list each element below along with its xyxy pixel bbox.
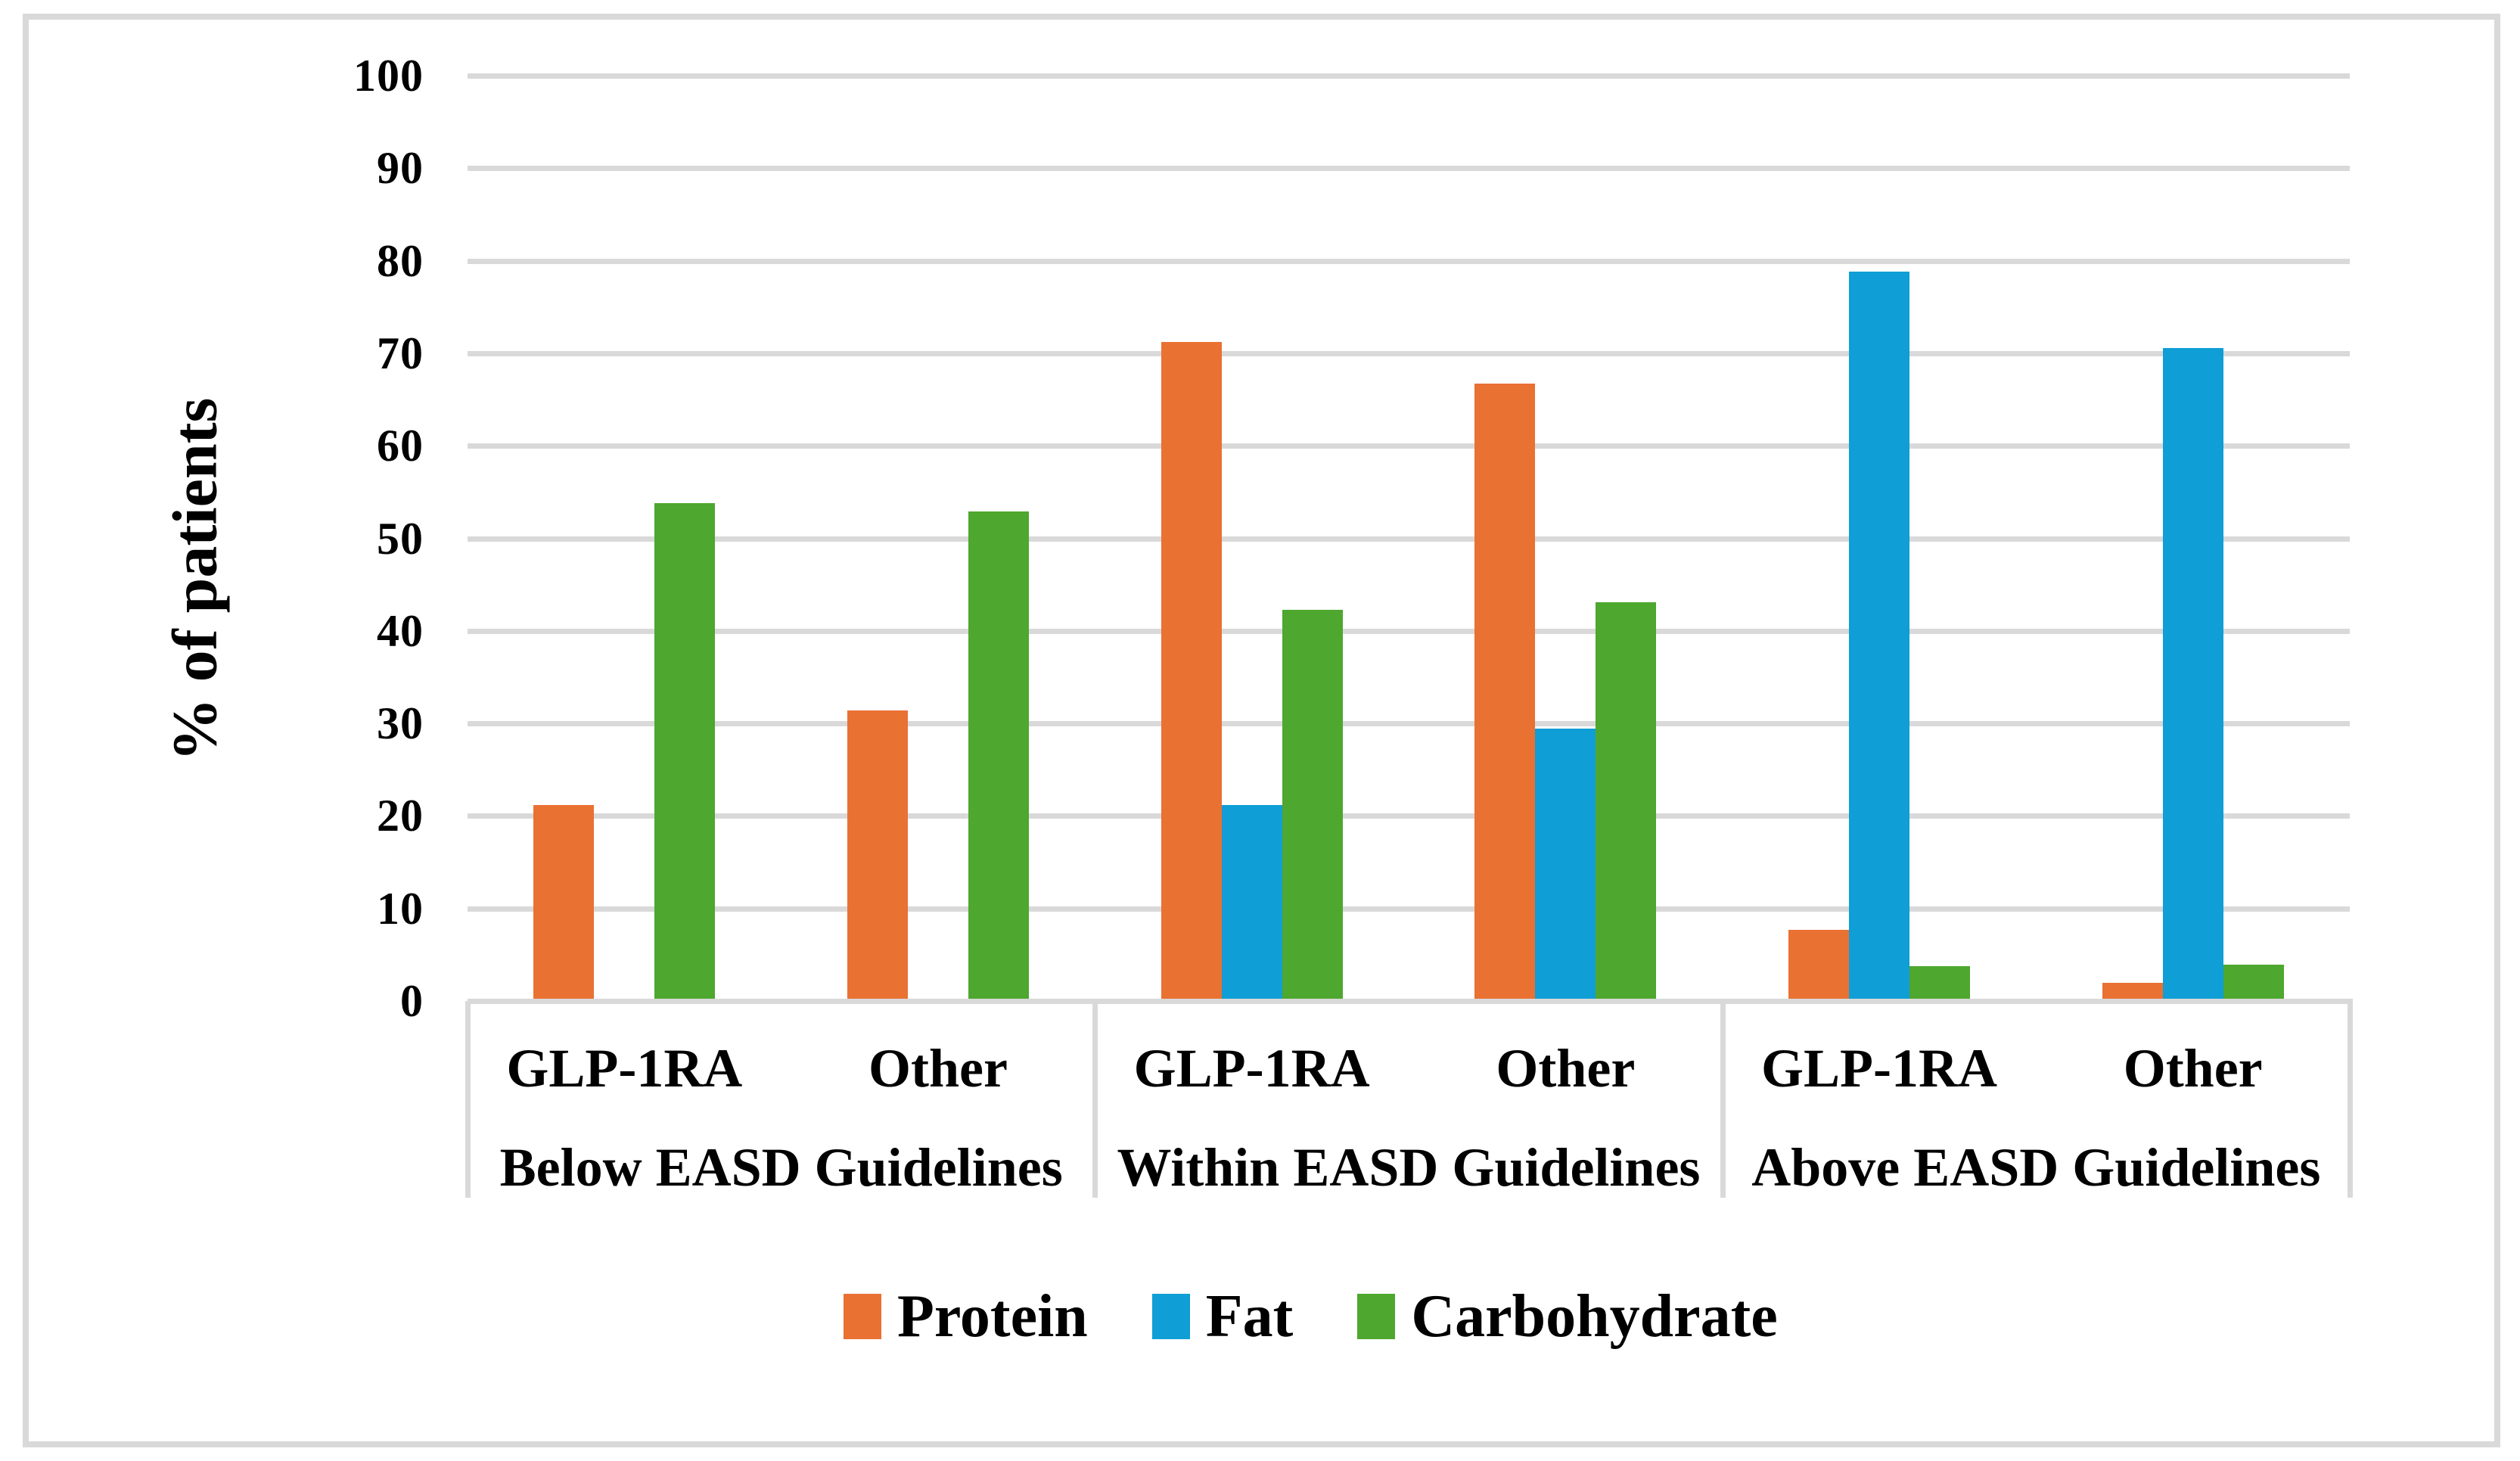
group-label-2: Within EASD Guidelines (1117, 1137, 1701, 1198)
gridline-40 (468, 628, 2350, 634)
legend-label-fat: Fat (1205, 1283, 1294, 1350)
bar-carbohydrate-6-other (2223, 965, 2284, 1001)
legend-swatch-carbohydrate (1357, 1294, 1396, 1339)
bar-carbohydrate-4-other (1596, 601, 1657, 1001)
bar-fat-6-other (2162, 347, 2223, 1001)
y-tick-label-10: 10 (377, 883, 424, 934)
y-tick-label-30: 30 (377, 698, 424, 749)
gridline-90 (468, 166, 2350, 172)
bar-fat-5-glp1ra (1849, 272, 1909, 1001)
gridline-50 (468, 536, 2350, 542)
legend-item-fat: Fat (1151, 1283, 1294, 1350)
y-tick-label-70: 70 (377, 328, 424, 378)
category-label-1: GLP-1RA (506, 1038, 743, 1099)
bar-carbohydrate-2-other (968, 511, 1029, 1001)
legend-label-protein: Protein (897, 1283, 1088, 1350)
legend-item-protein: Protein (844, 1286, 1088, 1347)
x-axis-line (468, 999, 2353, 1004)
category-separator-0 (465, 1001, 471, 1198)
bar-carbohydrate-1-glp1ra (654, 503, 716, 1001)
gridline-70 (468, 350, 2350, 356)
category-label-3: GLP-1RA (1133, 1038, 1370, 1099)
category-label-4: Other (1496, 1038, 1636, 1099)
bar-fat-4-other (1535, 729, 1596, 1001)
category-label-2: Other (868, 1038, 1008, 1099)
bar-protein-3-glp1ra (1161, 342, 1222, 1001)
y-tick-label-80: 80 (377, 235, 424, 286)
group-label-3: Above EASD Guidelines (1751, 1137, 2321, 1198)
bar-protein-4-other (1474, 384, 1536, 1001)
y-tick-label-40: 40 (377, 605, 424, 656)
category-separator-2 (1720, 1001, 1726, 1198)
y-tick-label-50: 50 (377, 513, 424, 564)
category-separator-1 (1092, 1001, 1098, 1198)
bar-carbohydrate-5-glp1ra (1909, 965, 1970, 1001)
bar-protein-6-other (2102, 982, 2163, 1001)
gridline-80 (468, 258, 2350, 264)
legend-swatch-fat (1151, 1294, 1190, 1339)
bar-fat-3-glp1ra (1221, 804, 1282, 1001)
category-label-6: Other (2123, 1038, 2263, 1099)
legend-swatch-protein (844, 1294, 881, 1339)
y-tick-label-20: 20 (377, 791, 424, 841)
y-tick-label-100: 100 (353, 51, 424, 101)
gridline-30 (468, 721, 2350, 727)
gridline-100 (468, 73, 2350, 79)
y-tick-label-0: 0 (400, 976, 424, 1026)
gridline-60 (468, 443, 2350, 449)
legend-label-carbohydrate: Carbohydrate (1411, 1283, 1778, 1350)
figure-border (23, 14, 2500, 1447)
bar-carbohydrate-3-glp1ra (1282, 609, 1343, 1001)
group-label-1: Below EASD Guidelines (499, 1137, 1063, 1198)
y-tick-label-90: 90 (377, 143, 424, 194)
category-separator-3 (2348, 1001, 2353, 1198)
category-label-5: GLP-1RA (1761, 1038, 1997, 1099)
bar-protein-1-glp1ra (533, 804, 595, 1001)
bar-protein-2-other (847, 710, 908, 1001)
gridline-10 (468, 906, 2350, 912)
y-tick-label-60: 60 (377, 421, 424, 471)
bar-protein-5-glp1ra (1788, 929, 1849, 1001)
legend: Protein Fat Carbohydrate (844, 1277, 1778, 1356)
legend-item-carbohydrate: Carbohydrate (1357, 1283, 1778, 1350)
gridline-20 (468, 813, 2350, 819)
